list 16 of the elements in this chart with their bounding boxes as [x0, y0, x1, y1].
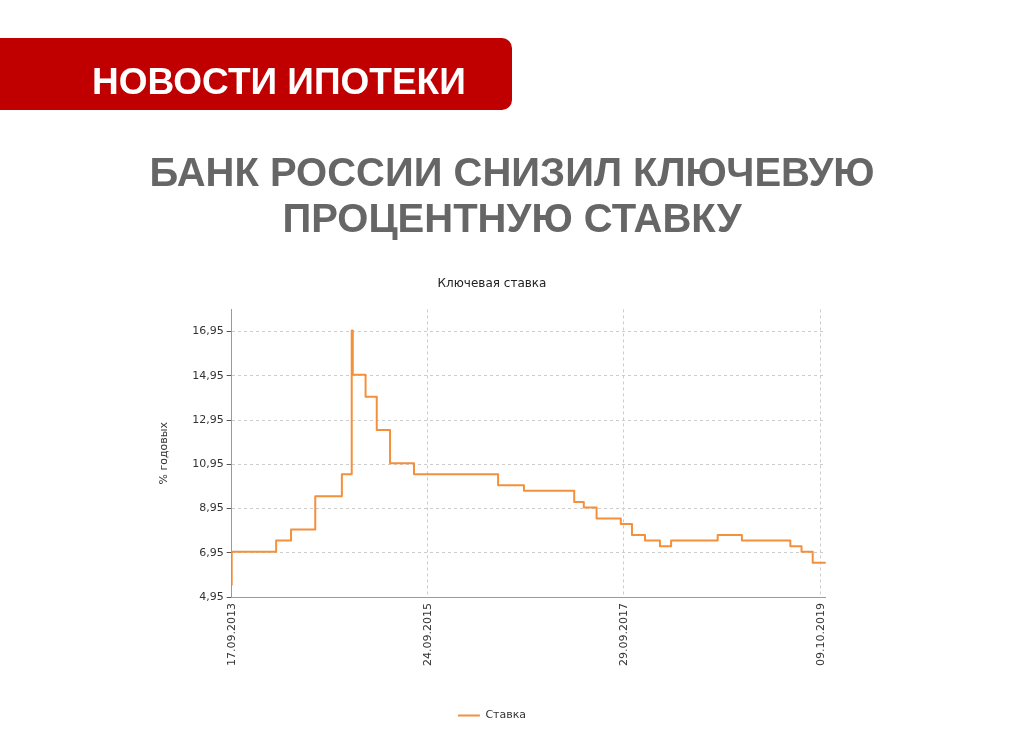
y-tick-label: 10,95: [192, 457, 224, 471]
chart-title: БАНК РОССИИ СНИЗИЛ КЛЮЧЕВУЮ ПРОЦЕНТНУЮ СТАВКУ: [149, 150, 875, 240]
y-tick-label: 16,95: [192, 324, 224, 338]
chart-subtitle: Ключевая ставка: [437, 276, 547, 291]
legend-label: Ставка: [485, 708, 527, 722]
x-tick-label: 09.10.2019: [813, 603, 827, 666]
text: НОВОСТИ ИПОТЕКИ: [92, 61, 466, 102]
y-tick-label: 14,95: [192, 368, 224, 382]
y-axis-title: % годовых: [157, 421, 171, 485]
x-tick-label: 17.09.2013: [224, 603, 238, 666]
y-tick-label: 12,95: [192, 412, 224, 426]
x-tick-label: 24.09.2015: [420, 603, 434, 666]
y-tick-label: 4,95: [199, 589, 224, 603]
y-tick-label: 8,95: [199, 501, 224, 515]
y-tick-label: 6,95: [199, 545, 224, 559]
x-tick-label: 29.09.2017: [616, 603, 630, 666]
